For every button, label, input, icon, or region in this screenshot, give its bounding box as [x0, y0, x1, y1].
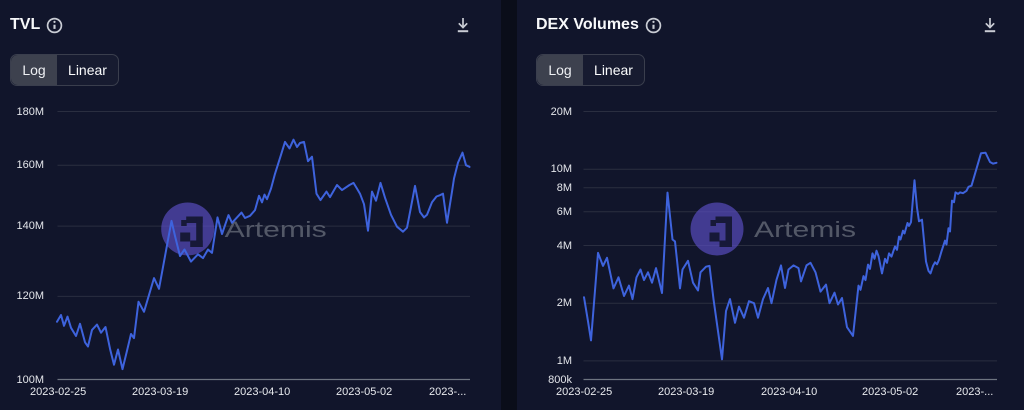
svg-text:Artemis: Artemis: [225, 217, 327, 242]
svg-text:Artemis: Artemis: [754, 217, 856, 242]
